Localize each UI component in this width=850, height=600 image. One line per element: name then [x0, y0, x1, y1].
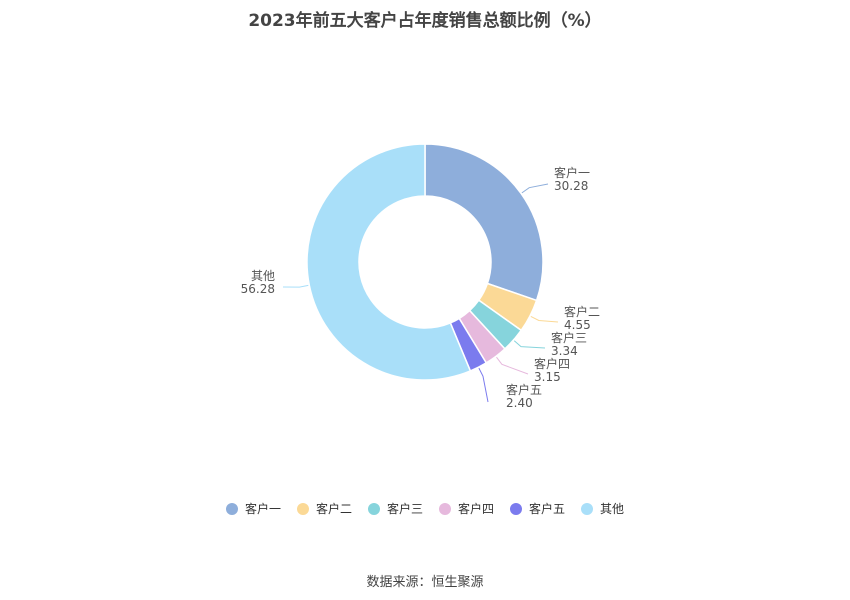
- leader-line-4: [496, 356, 529, 375]
- legend-item[interactable]: 客户二: [296, 500, 352, 517]
- slice-value-label: 4.55: [564, 318, 591, 332]
- slice-value-label: 3.15: [534, 370, 561, 384]
- legend-label: 其他: [600, 502, 625, 516]
- leader-line-1: [521, 183, 549, 194]
- slice-name-label: 客户四: [534, 356, 570, 371]
- slice-name-label: 客户二: [564, 304, 600, 319]
- leader-line-5: [478, 367, 489, 403]
- legend-marker: [225, 502, 238, 515]
- legend-label: 客户五: [529, 502, 566, 516]
- leader-line-3: [513, 340, 546, 349]
- slice-name-label: 客户三: [551, 330, 587, 345]
- legend-label: 客户一: [244, 502, 281, 516]
- slice-value-label: 3.34: [551, 344, 578, 358]
- legend-item[interactable]: 客户五: [510, 500, 565, 517]
- legend-marker: [367, 502, 380, 515]
- slice-name-label: 客户一: [554, 165, 590, 180]
- slice-value-label: 56.28: [241, 282, 275, 296]
- legend-label: 客户四: [458, 502, 495, 516]
- slice-6[interactable]: [306, 143, 472, 381]
- slice-value-label: 2.40: [506, 396, 533, 410]
- slice-value-label: 30.28: [554, 179, 588, 193]
- slice-name-label: 客户五: [506, 382, 542, 397]
- legend-label: 客户二: [315, 502, 352, 516]
- slice-1[interactable]: [424, 143, 544, 302]
- legend-item[interactable]: 客户四: [439, 500, 494, 517]
- legend-item[interactable]: 客户一: [225, 500, 281, 517]
- legend-item[interactable]: 其他: [581, 500, 624, 517]
- slice-name-label: 其他: [251, 269, 275, 283]
- legend-marker: [510, 502, 523, 515]
- legend-marker: [439, 502, 451, 515]
- source-note: 数据来源：恒生聚源: [366, 575, 484, 590]
- leader-line-6: [282, 284, 309, 288]
- legend: 客户一 客户二 客户三 客户四 客户五 其他: [0, 500, 850, 517]
- legend-item[interactable]: 客户三: [367, 500, 423, 517]
- leader-line-2: [530, 315, 559, 323]
- legend-marker: [581, 502, 594, 515]
- chart-title: 2023年前五大客户占年度销售总额比例（%）: [248, 11, 602, 31]
- legend-marker: [296, 502, 309, 515]
- legend-label: 客户三: [386, 502, 423, 516]
